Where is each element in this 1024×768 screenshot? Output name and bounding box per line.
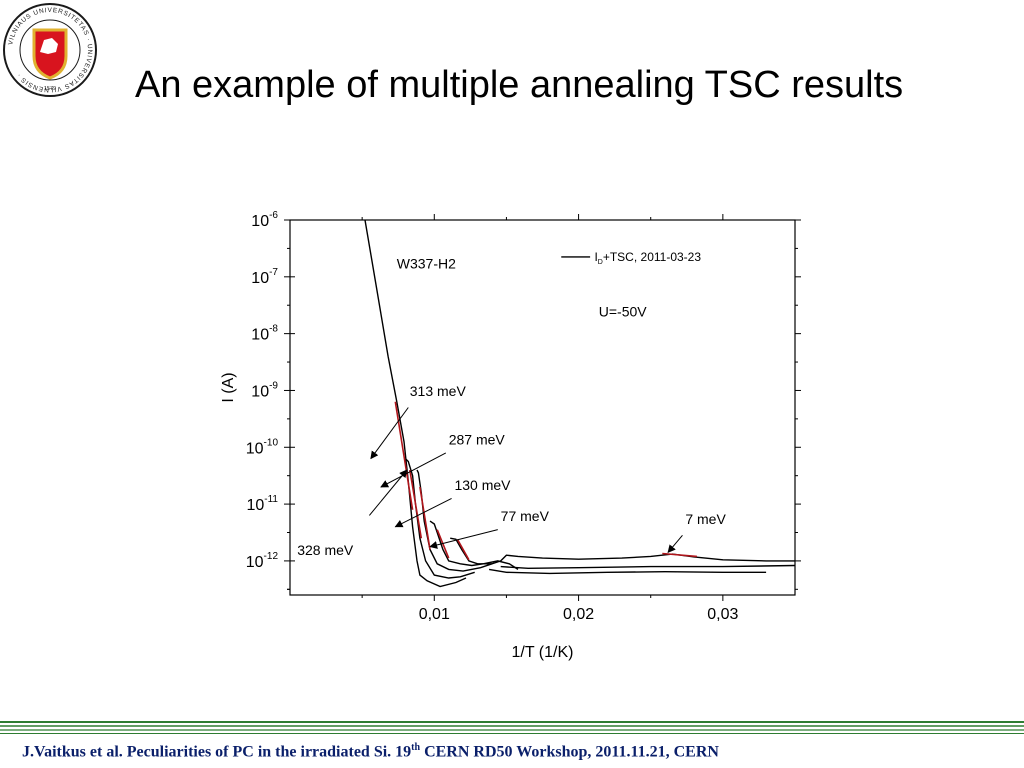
legend: ID+TSC, 2011-03-23 [561, 250, 701, 266]
y-tick-label: 10-12 [246, 551, 279, 571]
y-tick-label: 10-10 [246, 437, 279, 457]
energy-label: 7 meV [685, 511, 726, 527]
x-tick-label: 0,03 [707, 606, 738, 623]
energy-label: 287 meV [449, 431, 506, 447]
footer-citation: J.Vaitkus et al. Peculiarities of PC in … [22, 742, 719, 761]
y-axis-ticks: 10-6 10-7 10-8 10-9 10-10 10-11 10-12 [246, 210, 801, 590]
tsc-chart: 10-6 10-7 10-8 10-9 10-10 10-11 10-12 0,01 0,02… [220, 210, 801, 661]
y-tick-label: 10-8 [251, 324, 278, 344]
series-layer [364, 220, 795, 588]
annotation-arrow [394, 497, 452, 528]
data-series-line [416, 469, 493, 572]
data-series-line [450, 537, 795, 565]
bias-label: U=-50V [599, 304, 648, 320]
y-tick-label: 10-9 [251, 380, 278, 400]
sample-label: W337-H2 [397, 255, 456, 271]
seal-inner-ring [19, 19, 81, 81]
fit-line [394, 401, 414, 510]
x-axis-ticks: 0,01 0,02 0,03 [361, 214, 739, 623]
fit-line [456, 538, 470, 561]
energy-label: 313 meV [410, 383, 467, 399]
plot-frame [289, 219, 796, 596]
energy-label: 77 meV [501, 508, 550, 524]
annotation-arrow [380, 452, 447, 488]
y-tick-label: 10-6 [251, 210, 278, 230]
annotation-arrow [370, 407, 409, 460]
fit-line [662, 552, 697, 558]
x-tick-label: 0,01 [419, 606, 450, 623]
x-axis-label: 1/T (1/K) [512, 644, 574, 661]
data-series-line [404, 458, 475, 579]
university-seal-icon: VILNIAUS UNIVERSITETAS · UNIVERSITAS VIL… [3, 3, 97, 97]
data-series-line [364, 220, 467, 588]
y-tick-label: 10-11 [246, 494, 278, 514]
fit-line [419, 486, 431, 550]
data-series-line [429, 520, 519, 570]
seal-shield [32, 28, 68, 80]
fit-layer [394, 401, 697, 561]
seal-year: 1579 [44, 86, 56, 92]
y-axis-label: I (A) [220, 372, 237, 402]
slide-title: An example of multiple annealing TSC res… [135, 64, 904, 106]
y-tick-label: 10-7 [251, 267, 278, 287]
annotation-arrow [667, 535, 683, 553]
footer-rule [0, 720, 1024, 736]
data-series-line [500, 564, 795, 570]
energy-label: 130 meV [454, 477, 511, 493]
legend-entry: ID+TSC, 2011-03-23 [594, 250, 701, 266]
x-tick-label: 0,02 [563, 606, 594, 623]
energy-label: 328 meV [297, 542, 354, 558]
plot-border [289, 219, 796, 596]
label-layer: 313 meV 287 meV 130 meV 77 meV 7 meV 328 meV [297, 383, 726, 558]
arrow-layer [368, 407, 683, 553]
fit-line [409, 469, 423, 539]
annotation-arrow [368, 469, 408, 516]
annotation-arrow [429, 529, 498, 549]
seal-knight [40, 38, 58, 54]
data-series-line [488, 568, 767, 575]
